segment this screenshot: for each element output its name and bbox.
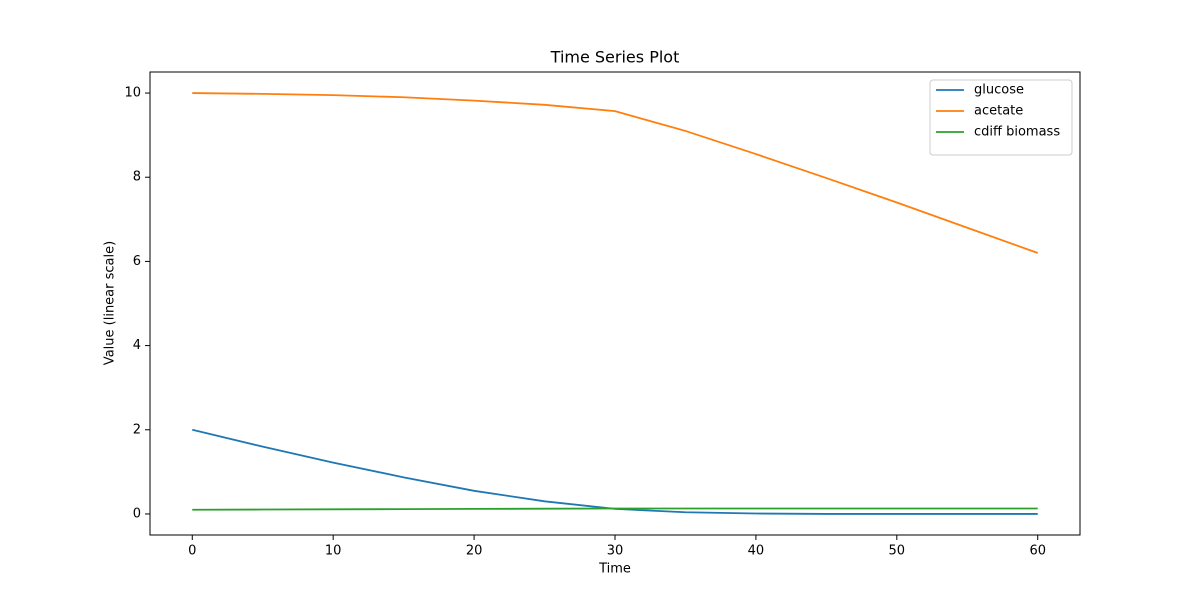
series-line bbox=[192, 92, 1039, 254]
x-tick-label: 30 bbox=[607, 544, 624, 559]
series-line bbox=[192, 428, 1038, 515]
y-tick-label: 8 bbox=[133, 170, 141, 185]
legend-label: acetate bbox=[974, 104, 1023, 119]
x-tick-label: 50 bbox=[889, 544, 906, 559]
y-tick-label: 6 bbox=[133, 254, 141, 269]
series-line bbox=[192, 507, 1038, 511]
x-tick-label: 0 bbox=[188, 544, 196, 559]
legend-box bbox=[929, 79, 1073, 156]
x-tick-label: 20 bbox=[466, 544, 483, 559]
y-tick-label: 2 bbox=[133, 422, 141, 437]
x-tick-label: 10 bbox=[325, 544, 342, 559]
x-tick-label: 60 bbox=[1029, 544, 1046, 559]
y-tick-label: 4 bbox=[133, 338, 141, 353]
plot-frame bbox=[149, 71, 1081, 536]
y-tick-label: 10 bbox=[124, 86, 141, 101]
chart-title: Time Series Plot bbox=[550, 48, 680, 67]
legend-label: glucose bbox=[974, 83, 1024, 98]
y-tick-label: 0 bbox=[133, 506, 141, 521]
x-tick-label: 40 bbox=[748, 544, 765, 559]
x-axis-label: Time bbox=[598, 562, 631, 577]
legend-label: cdiff biomass bbox=[974, 125, 1060, 140]
y-axis-label: Value (linear scale) bbox=[103, 241, 118, 365]
legend: glucose acetate cdiff biomass bbox=[929, 79, 1073, 156]
